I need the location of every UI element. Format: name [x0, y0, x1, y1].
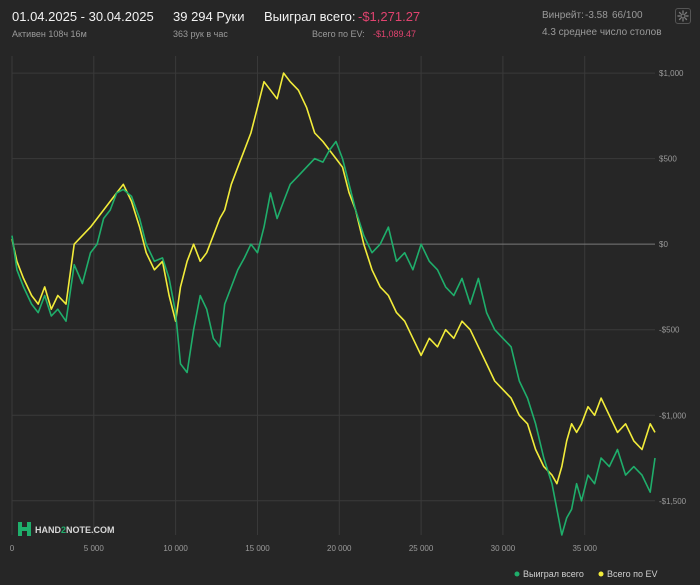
svg-text:HAND2NOTE.COM: HAND2NOTE.COM — [35, 525, 115, 535]
winrate-hands: 66/100 — [612, 10, 643, 21]
logo-mark-right — [27, 522, 31, 536]
avg-tables: 4.3 среднее число столов — [542, 27, 662, 38]
winrate-value: -3.58 — [585, 10, 608, 21]
x-tick-label-5: 25 000 — [409, 544, 434, 553]
chart-series — [11, 72, 656, 536]
chart-legend: Выиграл всего Всего по EV — [514, 569, 657, 579]
legend-dot-ev — [598, 571, 604, 577]
legend-dot-won — [514, 571, 520, 577]
y-tick-label-5: -$1,500 — [659, 497, 687, 506]
gear-icon[interactable] — [675, 8, 691, 24]
won-value: -$1,271.27 — [358, 9, 421, 24]
x-tick-label-3: 15 000 — [245, 544, 270, 553]
winrate-label: Винрейт: — [542, 10, 584, 21]
date-range[interactable]: 01.04.2025 - 30.04.2025 — [12, 9, 154, 24]
x-axis-labels: 0 5 000 10 000 15 000 20 000 25 000 30 000 35 0… — [10, 544, 598, 553]
logo-text-a: HAND — [35, 525, 61, 535]
logo-text-c: NOTE.COM — [66, 525, 115, 535]
hands-per-hour: 363 рук в час — [173, 29, 228, 39]
series-line-0 — [11, 140, 656, 536]
ev-value: -$1,089.47 — [373, 29, 417, 39]
y-tick-label-2: $0 — [659, 240, 668, 249]
x-tick-label-7: 35 000 — [572, 544, 597, 553]
logo-mark-bar — [22, 527, 27, 531]
legend-won[interactable]: Выиграл всего — [523, 569, 584, 579]
stats-header: 01.04.2025 - 30.04.2025 Активен 108ч 16м… — [0, 0, 700, 48]
won-label: Выиграл всего: — [264, 9, 356, 24]
logo-text-b: 2 — [61, 525, 66, 535]
logo-mark-left — [18, 522, 22, 536]
x-tick-label-2: 10 000 — [163, 544, 188, 553]
y-tick-label-3: -$500 — [659, 326, 680, 335]
hands-count: 39 294 Руки — [173, 9, 245, 24]
y-tick-label-4: -$1,000 — [659, 411, 687, 420]
y-axis-labels: $1,000 $500 $0 -$500 -$1,000 -$1,500 — [659, 69, 687, 506]
x-tick-label-1: 5 000 — [84, 544, 105, 553]
y-tick-label-1: $500 — [659, 155, 677, 164]
legend-ev[interactable]: Всего по EV — [607, 569, 657, 579]
x-tick-label-0: 0 — [10, 544, 15, 553]
hand2note-logo: HAND2NOTE.COM — [18, 522, 115, 536]
winnings-chart: $1,000 $500 $0 -$500 -$1,000 -$1,500 0 5 000 10… — [10, 56, 687, 579]
y-tick-label-0: $1,000 — [659, 69, 684, 78]
chart-grid — [11, 56, 655, 535]
active-time: Активен 108ч 16м — [12, 29, 87, 39]
x-tick-label-6: 30 000 — [491, 544, 516, 553]
ev-label: Всего по EV: — [312, 29, 365, 39]
series-line-1 — [11, 72, 656, 485]
x-tick-label-4: 20 000 — [327, 544, 352, 553]
